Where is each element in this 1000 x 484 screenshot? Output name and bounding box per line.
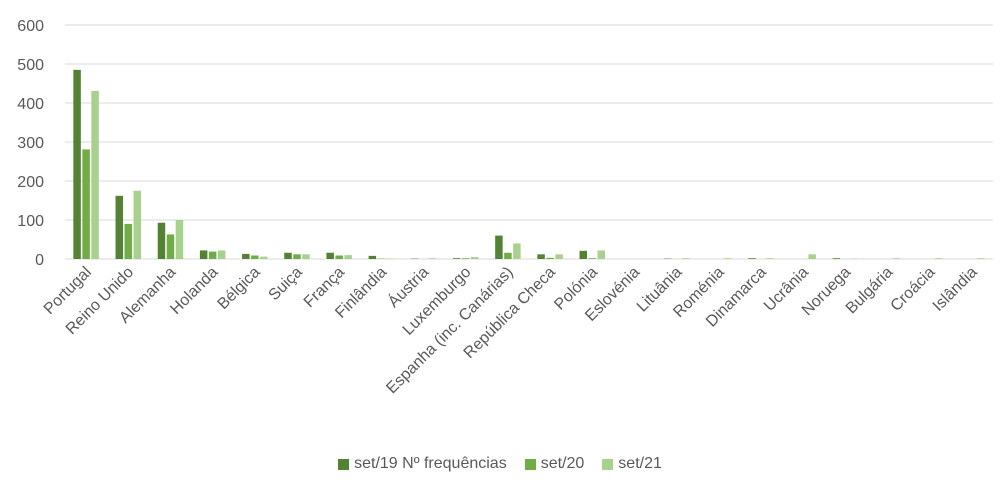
legend-label: set/21: [618, 455, 662, 472]
bar-1: [748, 258, 756, 259]
x-tick-label: Bulgária: [843, 264, 897, 318]
y-axis: 0 100 200 300 400 500 600: [17, 18, 44, 269]
legend-swatch: [524, 458, 536, 470]
legend-item: set/20: [524, 455, 585, 473]
bar-1: [326, 252, 334, 259]
legend-item: set/21: [602, 455, 662, 473]
bar-2: [335, 255, 343, 259]
bar-3: [260, 256, 268, 259]
bar-3: [808, 254, 816, 259]
bar-1: [73, 69, 81, 259]
bar-1: [157, 222, 166, 259]
bar-3: [91, 90, 99, 259]
bar-3: [133, 190, 142, 259]
y-tick-label: 500: [17, 57, 44, 74]
bar-2: [166, 234, 175, 259]
bar-1: [368, 255, 377, 259]
bar-2: [504, 252, 512, 259]
bar-3: [977, 258, 985, 259]
x-tick-label: Holanda: [167, 264, 221, 318]
bar-3: [302, 254, 310, 259]
y-tick-label: 600: [17, 18, 44, 35]
bar-1: [199, 250, 208, 259]
bar-3: [681, 258, 690, 259]
bar-3: [344, 255, 352, 259]
bar-1: [495, 235, 503, 259]
bar-2: [82, 149, 90, 259]
x-tick-label: Suiça: [266, 264, 306, 304]
bar-2: [124, 223, 133, 259]
y-tick-label: 200: [17, 174, 44, 191]
y-tick-label: 0: [35, 252, 44, 269]
bar-2: [293, 254, 301, 259]
y-tick-label: 400: [17, 96, 44, 113]
bar-2: [208, 251, 217, 259]
bar-1: [537, 254, 545, 259]
y-tick-label: 100: [17, 213, 44, 230]
bar-3: [934, 258, 943, 259]
bar-1: [284, 252, 292, 259]
bar-1: [579, 250, 588, 259]
x-tick-label: Islândia: [930, 264, 981, 315]
bar-1: [242, 253, 250, 259]
bars: [73, 69, 985, 259]
bar-2: [588, 258, 597, 259]
bar-3: [724, 258, 732, 259]
bar-2: [461, 258, 470, 259]
bar-3: [597, 250, 606, 259]
bar-3: [892, 258, 901, 259]
legend-label: set/20: [540, 455, 585, 472]
y-tick-label: 300: [17, 135, 44, 152]
legend: set/19 Nº frequências set/20 set/21: [0, 455, 1000, 473]
bar-1: [832, 258, 841, 259]
x-tick-label: Croácia: [888, 264, 939, 315]
bar-3: [217, 250, 226, 259]
bar-3: [428, 258, 437, 259]
bar-3: [513, 243, 521, 259]
legend-swatch: [602, 458, 614, 470]
gridlines: [65, 24, 993, 260]
x-tick-label: Bélgica: [215, 264, 264, 313]
legend-item: set/19 Nº frequências: [338, 455, 507, 473]
bar-2: [546, 257, 554, 259]
bar-1: [115, 195, 124, 259]
bar-3: [766, 258, 774, 259]
bar-1: [452, 258, 461, 259]
legend-swatch: [338, 458, 350, 470]
bar-3: [555, 254, 563, 259]
bar-3: [470, 257, 479, 259]
bar-3: [175, 220, 184, 259]
legend-label: set/19 Nº frequências: [354, 455, 507, 472]
bar-2: [251, 255, 259, 259]
